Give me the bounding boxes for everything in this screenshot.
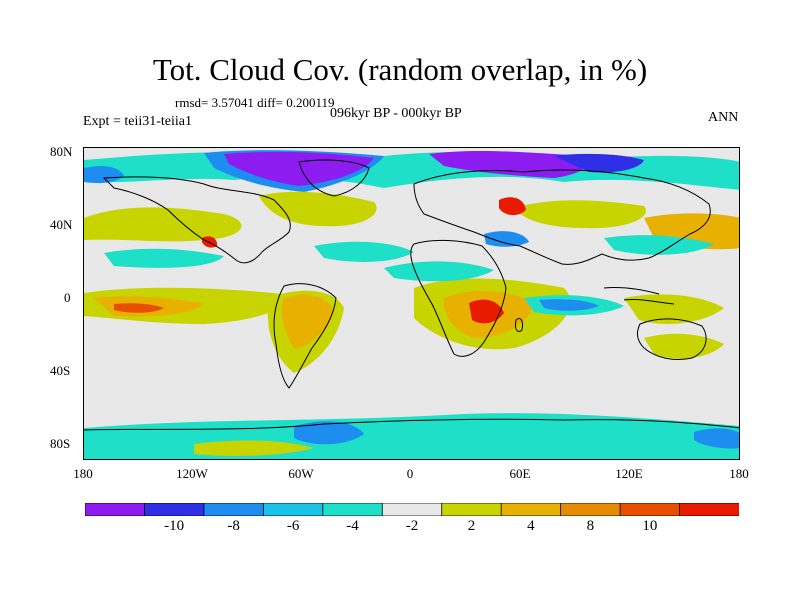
x-tick-label: 60W	[288, 466, 314, 481]
x-tick-label: 60E	[509, 466, 531, 481]
colorbar-swatch	[203, 503, 265, 516]
cloud-anomaly-map	[84, 148, 739, 459]
colorbar-swatch	[381, 503, 443, 516]
colorbar-swatch	[144, 503, 205, 516]
field-africa-red	[469, 299, 504, 324]
field-io-blue	[539, 299, 599, 311]
colorbar-swatch	[322, 503, 384, 516]
coast-indonesia	[603, 287, 675, 305]
colorbar-tick-label: 8	[586, 518, 595, 534]
coast-greenland	[298, 159, 370, 197]
coast-south-america	[273, 283, 337, 389]
coast-madagascar	[515, 317, 523, 333]
field-natl-cyan	[314, 241, 414, 262]
field-austr-yellow	[644, 333, 724, 359]
coastlines	[84, 159, 739, 431]
colorbar-tick-label: -8	[227, 518, 240, 534]
colorbar-swatch	[500, 503, 562, 516]
coast-north-america	[102, 176, 291, 264]
field-siberia-violet	[429, 150, 588, 178]
field-antarctic-yellow	[194, 440, 314, 456]
field-europe-red	[499, 197, 526, 216]
field-antarctic-blue2	[694, 428, 739, 449]
x-tick-label: 0	[406, 466, 414, 481]
field-africa-cyan	[384, 261, 494, 282]
field-npac-cyan	[104, 248, 224, 268]
x-tick-label: 120W	[176, 466, 208, 481]
experiment-label: Expt = teii31-teiia1	[83, 114, 192, 129]
field-siberia-blue	[554, 153, 644, 173]
colorbar-tick-label: -4	[346, 518, 359, 534]
y-tick-label: 40S	[50, 363, 71, 378]
map-title: Tot. Cloud Cov. (random overlap, in %)	[152, 52, 648, 87]
stats-line: rmsd= 3.57041 diff= 0.200119	[175, 95, 335, 110]
field-npac-yellow	[84, 207, 242, 242]
y-tick-label: 0	[64, 290, 71, 305]
colorbar-swatch	[262, 503, 324, 516]
field-asia-yellow	[514, 200, 646, 229]
coast-australia	[636, 318, 707, 361]
colorbar-tick-label: 10	[642, 518, 658, 534]
y-tick-label: 40N	[50, 217, 73, 232]
colorbar-tick-label: -6	[286, 518, 300, 534]
field-trop-pac-red	[114, 303, 164, 313]
coast-antarctica	[84, 418, 739, 431]
field-wpac-cyan	[604, 235, 714, 255]
colorbar-swatch	[619, 503, 681, 516]
colorbar-tick-label: -10	[164, 518, 185, 534]
x-tick-label: 120E	[615, 466, 643, 481]
y-tick-label: 80N	[50, 144, 73, 159]
map-panel	[83, 147, 740, 460]
x-tick-label: 180	[73, 466, 93, 481]
season-label: ANN	[708, 110, 739, 125]
colorbar-swatch	[441, 503, 503, 516]
colorbar-swatch	[679, 503, 739, 516]
field-indo-yellow	[624, 294, 724, 324]
field-med-blue	[484, 231, 529, 247]
coast-africa	[410, 239, 507, 357]
y-tick-label: 80S	[50, 436, 71, 451]
colorbar-swatch	[85, 503, 146, 516]
colorbar-tick-label: 2	[467, 518, 476, 534]
field-pacific-arctic	[84, 166, 124, 184]
coast-eurasia	[413, 169, 711, 265]
field-antarctic-blue	[294, 421, 364, 445]
colorbar-tick-label: -2	[405, 518, 419, 534]
colorbar-tick-label: 4	[527, 518, 535, 534]
period-label: 096kyr BP - 000kyr BP	[330, 106, 462, 121]
field-samerica-orange	[282, 294, 334, 348]
colorbar	[85, 503, 739, 516]
colorbar-swatch	[560, 503, 621, 516]
x-tick-label: 180	[729, 466, 749, 481]
